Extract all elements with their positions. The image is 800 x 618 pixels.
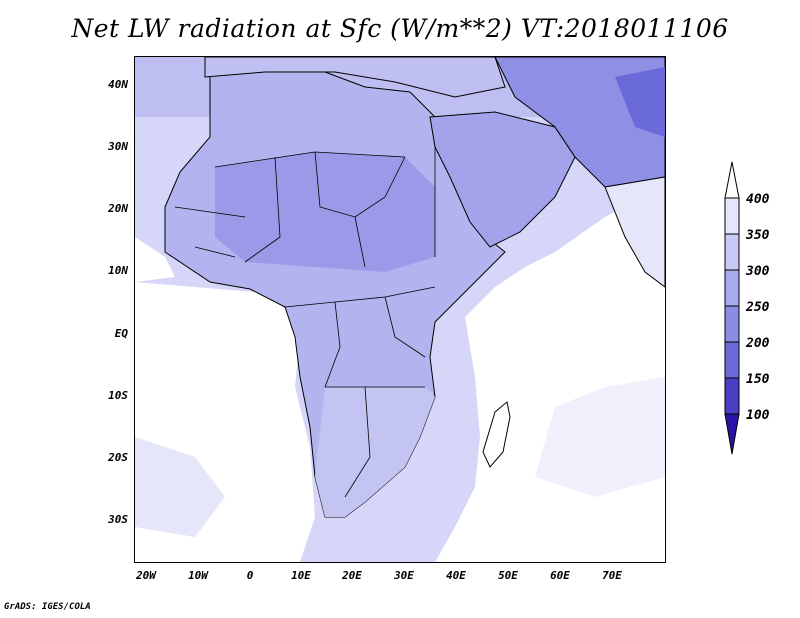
- lon-label: 70E: [602, 569, 622, 582]
- lon-label: 10W: [188, 569, 208, 582]
- lat-label: 20S: [108, 451, 128, 464]
- india-region: [604, 176, 665, 288]
- lat-label: 10S: [108, 389, 128, 402]
- colorbar-segment: [724, 305, 740, 343]
- southern-africa-region: [315, 387, 435, 517]
- arabian-peninsula: [429, 111, 576, 248]
- lon-label: 10E: [291, 569, 311, 582]
- colorbar-segment: [724, 377, 740, 415]
- lon-label: 30E: [394, 569, 414, 582]
- south-atlantic-patch: [135, 437, 225, 537]
- colorbar-label: 350: [746, 228, 770, 243]
- colorbar-label: 200: [746, 336, 770, 351]
- atlantic-north-patch: [135, 237, 175, 282]
- himalaya-region: [615, 67, 665, 137]
- sahara-region: [215, 152, 435, 272]
- colorbar-label: 300: [746, 264, 770, 279]
- lat-label: 40N: [108, 78, 128, 91]
- lon-label: 40E: [446, 569, 466, 582]
- colorbar-segment: [724, 269, 740, 307]
- lon-label: 20E: [342, 569, 362, 582]
- map-svg: [135, 57, 665, 562]
- colorbar-segment: [724, 233, 740, 271]
- lon-label: 50E: [498, 569, 518, 582]
- lat-label: EQ: [114, 327, 128, 340]
- colorbar-label: 100: [746, 408, 770, 423]
- madagascar: [482, 401, 511, 468]
- map-panel: [134, 56, 666, 563]
- lon-label: 0: [246, 569, 254, 582]
- lat-label: 10N: [108, 264, 128, 277]
- colorbar-segment: [724, 341, 740, 379]
- colorbar: [724, 161, 740, 455]
- colorbar-label: 150: [746, 372, 770, 387]
- colorbar-top-triangle: [724, 161, 740, 199]
- lat-label: 30S: [108, 513, 128, 526]
- europe-region: [204, 57, 506, 98]
- footer-credit: GrADS: IGES/COLA: [4, 602, 91, 612]
- lon-label: 60E: [550, 569, 570, 582]
- lat-label: 20N: [108, 202, 128, 215]
- lat-label: 30N: [108, 140, 128, 153]
- lon-label: 20W: [136, 569, 156, 582]
- chart-title: Net LW radiation at Sfc (W/m**2) VT:2018…: [71, 14, 729, 43]
- indian-ocean-patch: [535, 377, 665, 497]
- colorbar-label: 400: [746, 192, 770, 207]
- colorbar-bottom-triangle: [724, 413, 740, 455]
- colorbar-segment: [724, 197, 740, 235]
- colorbar-label: 250: [746, 300, 770, 315]
- country-borders: [174, 147, 436, 498]
